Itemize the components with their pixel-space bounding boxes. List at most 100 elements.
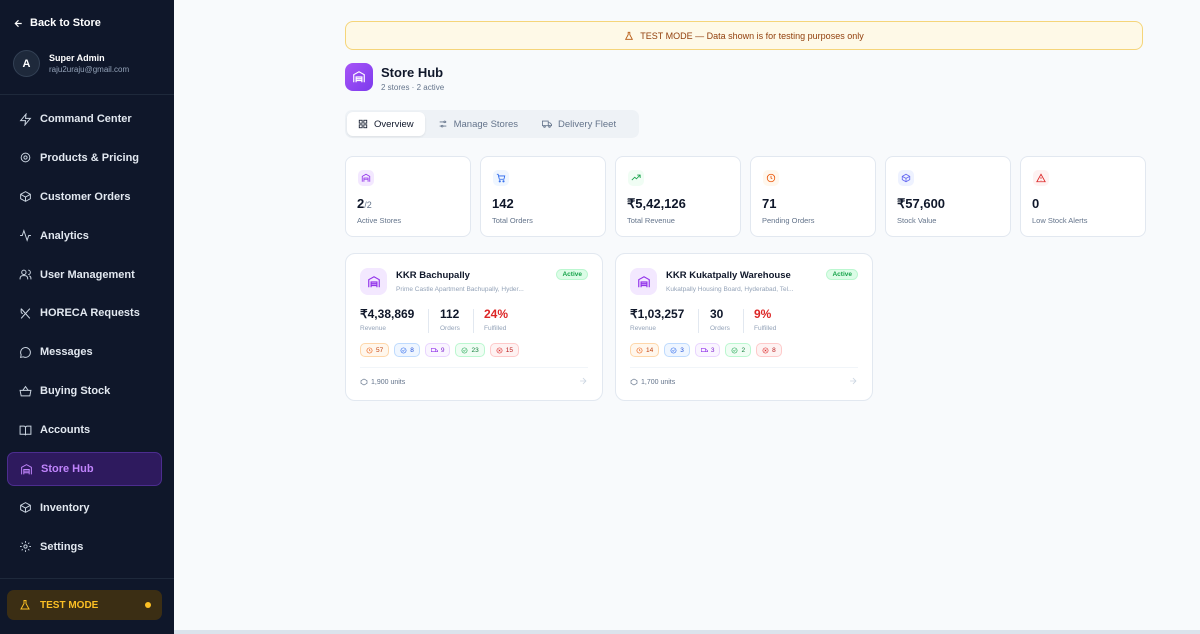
user-email: raju2uraju@gmail.com: [49, 65, 130, 74]
sidebar-item-label: Customer Orders: [40, 190, 131, 203]
user-profile: A Super Admin raju2uraju@gmail.com: [13, 50, 129, 77]
stat-value: 2: [357, 196, 365, 211]
tab-manage-stores[interactable]: Manage Stores: [427, 112, 529, 136]
back-label: Back to Store: [30, 17, 101, 29]
sidebar-item-label: User Management: [40, 268, 135, 281]
truck-icon: [542, 120, 553, 128]
confirmed-chip: 8: [394, 343, 420, 357]
store-icon-bg: [360, 268, 387, 295]
stat-card-total-orders: 142 Total Orders: [480, 156, 606, 237]
fulfilled-value: 24%: [484, 307, 509, 321]
pending-chip: 57: [360, 343, 390, 357]
stat-card-low-stock-alerts: 0 Low Stock Alerts: [1020, 156, 1146, 237]
orders-label: Orders: [710, 325, 730, 332]
sidebar-item-command-center[interactable]: Command Center: [7, 102, 162, 136]
card-divider: [360, 367, 588, 368]
users-icon: [19, 269, 32, 280]
cart-icon: [496, 173, 506, 183]
test-mode-banner: TEST MODE — Data shown is for testing pu…: [345, 21, 1143, 50]
units-text: 1,700 units: [641, 378, 676, 386]
clock-icon: [366, 347, 373, 353]
store-card-bachupally[interactable]: KKR Bachupally Prime Castle Apartment Ba…: [345, 253, 603, 401]
metric-divider: [428, 309, 429, 333]
chip-count: 3: [680, 346, 684, 354]
sidebar-item-label: Analytics: [40, 229, 89, 242]
store-cards: KKR Bachupally Prime Castle Apartment Ba…: [345, 253, 873, 401]
box-icon: [360, 378, 368, 386]
tab-bar: Overview Manage Stores Delivery Fleet: [345, 110, 639, 138]
sidebar-nav: Command Center Products & Pricing Custom…: [7, 102, 162, 569]
tab-overview[interactable]: Overview: [347, 112, 425, 136]
sidebar-item-label: Command Center: [40, 113, 132, 125]
sidebar-item-store-hub[interactable]: Store Hub: [7, 452, 162, 487]
page-title: Store Hub: [381, 65, 444, 80]
revenue-metric: ₹4,38,869 Revenue: [360, 307, 414, 332]
stat-value: ₹57,600: [897, 196, 946, 211]
stat-label: Total Orders: [492, 216, 533, 225]
store-hub-icon: [345, 63, 373, 91]
sidebar: Back to Store A Super Admin raju2uraju@g…: [0, 0, 174, 634]
stat-card-stock-value: ₹57,600 Stock Value: [885, 156, 1011, 237]
avatar: A: [13, 50, 40, 77]
x-circle-icon: [762, 347, 769, 353]
stat-card-pending-orders: 71 Pending Orders: [750, 156, 876, 237]
arrow-left-icon: [14, 19, 22, 27]
user-name: Super Admin: [49, 53, 105, 63]
sidebar-divider: [0, 578, 174, 579]
stat-icon-bg: [1033, 170, 1049, 186]
back-to-store-link[interactable]: Back to Store: [13, 17, 101, 29]
stat-value: ₹5,42,126: [627, 196, 686, 211]
card-divider: [630, 367, 858, 368]
grid-icon: [358, 119, 368, 129]
sidebar-item-accounts[interactable]: Accounts: [7, 413, 162, 447]
stat-icon-bg: [493, 170, 509, 186]
chip-count: 57: [376, 346, 384, 354]
sidebar-item-horeca-requests[interactable]: HORECA Requests: [7, 296, 162, 330]
metric-divider: [473, 309, 474, 333]
stat-value: 0: [1032, 196, 1040, 211]
sidebar-item-analytics[interactable]: Analytics: [7, 219, 162, 253]
delivered-chip: 23: [455, 343, 485, 357]
cog-icon: [20, 541, 31, 553]
warehouse-icon: [637, 275, 650, 287]
x-circle-icon: [496, 347, 503, 353]
store-icon-bg: [630, 268, 657, 295]
sidebar-item-label: Accounts: [40, 424, 91, 437]
cancelled-chip: 8: [756, 343, 782, 357]
zap-icon: [19, 112, 32, 126]
book-icon: [19, 425, 32, 436]
arrow-right-icon[interactable]: [578, 376, 588, 386]
store-address: Prime Castle Apartment Bachupally, Hyder…: [396, 286, 524, 293]
arrow-right-icon[interactable]: [848, 376, 858, 386]
sidebar-item-products-pricing[interactable]: Products & Pricing: [7, 141, 162, 175]
box-icon: [20, 502, 31, 514]
units-text: 1,900 units: [371, 378, 406, 386]
package-icon: [20, 191, 31, 203]
basket-icon: [19, 385, 32, 397]
sidebar-item-inventory[interactable]: Inventory: [7, 491, 162, 525]
status-badge: Active: [556, 269, 588, 280]
truck-icon: [430, 347, 438, 352]
sidebar-item-customer-orders[interactable]: Customer Orders: [7, 180, 162, 214]
gear-icon: [20, 153, 31, 163]
sidebar-item-settings[interactable]: Settings: [7, 530, 162, 564]
sidebar-item-user-management[interactable]: User Management: [7, 258, 162, 292]
stat-card-active-stores: 2/2 Active Stores: [345, 156, 471, 237]
test-mode-button[interactable]: TEST MODE: [7, 590, 162, 620]
clock-icon: [766, 173, 776, 183]
trending-up-icon: [631, 174, 641, 181]
check-circle-icon: [400, 347, 407, 353]
box-icon: [901, 173, 911, 183]
fulfilled-metric: 24% Fulfilled: [484, 307, 508, 332]
fulfilled-label: Fulfilled: [754, 325, 777, 332]
revenue-metric: ₹1,03,257 Revenue: [630, 307, 684, 332]
shipping-chip: 3: [694, 343, 721, 357]
sidebar-item-buying-stock[interactable]: Buying Stock: [7, 374, 162, 408]
message-icon: [20, 346, 31, 358]
tab-delivery-fleet[interactable]: Delivery Fleet: [531, 112, 627, 136]
sidebar-item-messages[interactable]: Messages: [7, 335, 162, 369]
sidebar-item-label: Messages: [40, 346, 93, 359]
bottom-scrollbar[interactable]: [174, 630, 1200, 634]
stat-suffix: /2: [364, 200, 372, 210]
store-card-kukatpally[interactable]: KKR Kukatpally Warehouse Kukatpally Hous…: [615, 253, 873, 401]
